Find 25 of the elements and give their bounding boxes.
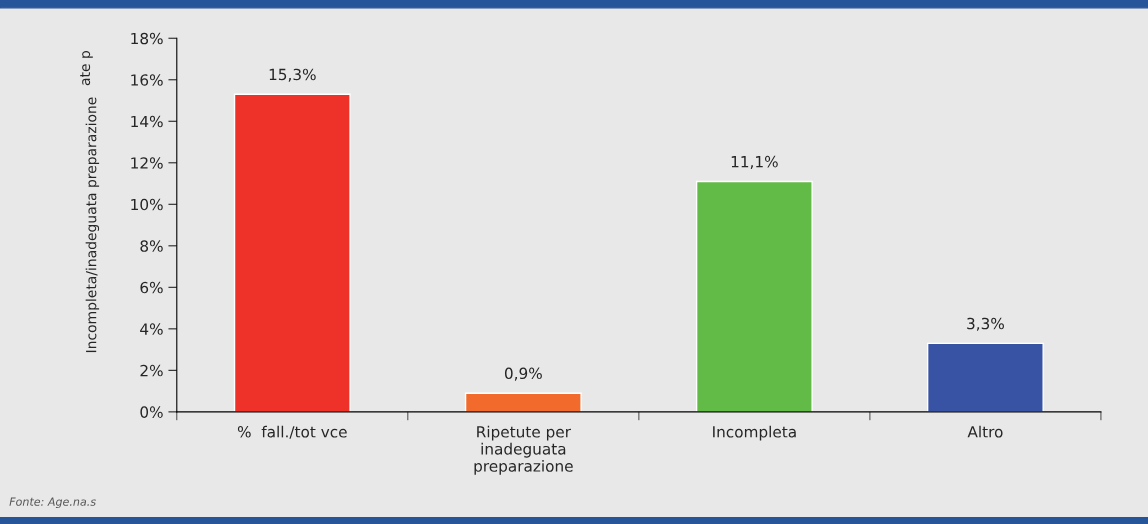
data-label: 15,3% [269, 68, 316, 82]
y-tick-label: 0% [140, 406, 163, 418]
bar [464, 392, 582, 412]
y-tick-label: 12% [131, 157, 163, 169]
data-label: 11,1% [731, 155, 778, 169]
bar [233, 93, 351, 412]
y-tick-label: 18% [131, 32, 163, 45]
data-label: 0,9% [504, 367, 542, 381]
x-tick-label: Altro [967, 425, 1003, 438]
y-tick-label: 14% [131, 115, 163, 128]
y-tick-label: 4% [140, 323, 163, 335]
y-tick-label: 2% [140, 364, 163, 377]
source-note: Fonte: Age.na.s [9, 497, 96, 508]
y-tick-label: 6% [140, 281, 163, 294]
x-tick-label: % fall./tot vce [237, 425, 347, 439]
text: ate p [80, 51, 93, 86]
bar [926, 342, 1044, 412]
y-tick-label: 16% [131, 74, 163, 86]
data-label: 3,3% [967, 317, 1004, 331]
y-tick-label: 8% [140, 240, 163, 252]
y-tick-label: 10% [131, 198, 163, 211]
y-axis-title: Incompleta/inadeguata preparazione [85, 97, 100, 353]
x-tick-label: Ripetute per inadeguata preparazione [474, 425, 573, 475]
bar [695, 180, 813, 412]
x-tick-label: Incompleta [713, 425, 796, 441]
